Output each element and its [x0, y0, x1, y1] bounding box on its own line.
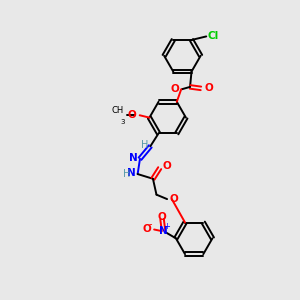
Text: N: N [159, 226, 168, 236]
Text: O: O [170, 84, 179, 94]
Text: Cl: Cl [208, 32, 219, 41]
Text: N: N [127, 169, 136, 178]
Text: O: O [205, 83, 214, 93]
Text: O: O [169, 194, 178, 204]
Text: O: O [162, 161, 171, 171]
Text: O: O [142, 224, 151, 235]
Text: CH: CH [112, 106, 124, 115]
Text: N: N [130, 153, 138, 163]
Text: H: H [123, 169, 130, 179]
Text: O: O [128, 110, 136, 120]
Text: O: O [158, 212, 167, 222]
Text: H: H [141, 140, 148, 150]
Text: +: + [164, 222, 170, 231]
Text: 3: 3 [120, 119, 125, 125]
Text: -: - [148, 219, 152, 229]
